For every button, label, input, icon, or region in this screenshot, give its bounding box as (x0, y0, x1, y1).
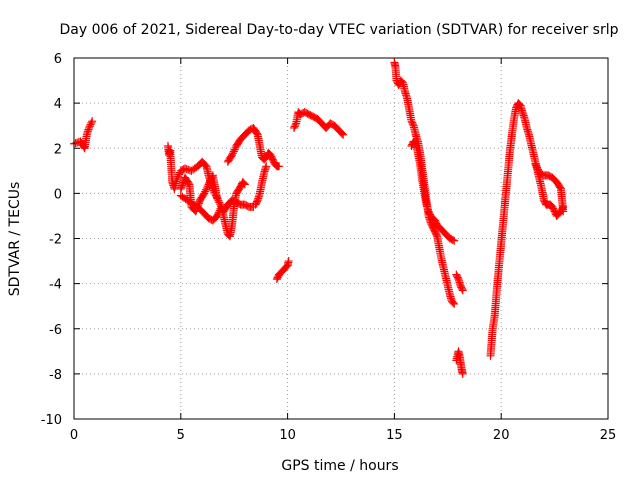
data-point-arc-5 (229, 147, 238, 156)
data-point-arc-8 (339, 130, 348, 139)
data-point-arc-14 (559, 207, 568, 216)
y-tick-label: 2 (54, 142, 62, 157)
data-point-arc-11 (458, 284, 467, 293)
data-point-arc-9 (432, 230, 441, 239)
data-point-arc-4 (201, 187, 210, 196)
x-tick-label: 10 (279, 428, 296, 443)
x-tick-label: 15 (386, 428, 403, 443)
data-point-arc-10 (448, 236, 457, 245)
data-point-arc-14 (532, 161, 541, 170)
data-point-arc-1 (85, 122, 94, 131)
y-tick-label: 0 (54, 187, 62, 202)
data-point-arc-4 (213, 193, 222, 202)
y-tick-label: 4 (54, 97, 62, 112)
data-point-arc-5 (228, 149, 237, 158)
data-point-arc-2 (173, 174, 182, 183)
data-point-arc-9 (408, 120, 417, 129)
data-point-arc-8 (291, 120, 300, 129)
data-point-arc-4 (202, 183, 211, 192)
x-tick-label: 5 (177, 428, 185, 443)
data-point-arc-1 (87, 118, 96, 127)
data-point-arc-4 (203, 182, 212, 191)
data-point-arc-5 (228, 151, 237, 160)
x-tick-label: 25 (600, 428, 617, 443)
x-axis-label: GPS time / hours (281, 458, 398, 474)
data-point-arc-2 (175, 170, 184, 179)
data-point-arc-2 (215, 198, 224, 207)
data-point-arc-9 (450, 299, 459, 308)
data-point-arc-4 (200, 189, 209, 198)
y-tick-label: -6 (49, 323, 62, 338)
y-tick-label: -4 (49, 278, 62, 293)
data-point-arc-14 (531, 160, 540, 169)
grid (74, 58, 608, 419)
data-point-arc-8 (338, 129, 347, 138)
data-point-arc-1 (84, 123, 93, 132)
data-point-arc-1 (86, 120, 95, 129)
data-point-arc-3 (239, 179, 248, 188)
plot-frame (73, 57, 609, 420)
data-point-arc-9 (449, 298, 458, 307)
y-tick-label: -2 (49, 233, 62, 248)
y-axis-label: SDTVAR / TECUs (7, 182, 23, 297)
data-point-arc-14 (533, 165, 542, 174)
data-point-arc-11 (458, 286, 467, 295)
data-point-arc-10 (450, 236, 459, 245)
data-point-arc-12 (458, 369, 467, 378)
data-point-arc-1 (88, 117, 97, 126)
data-point-arc-2 (174, 172, 183, 181)
data-point-arc-2 (172, 175, 181, 184)
data-point-arc-7 (284, 257, 293, 266)
data-point-arc-3 (240, 180, 249, 189)
data-point-arc-5 (275, 162, 284, 171)
axis-ticks: 0 5 10 15 20 25 -10 -8 -6 -4 -2 0 2 4 6 (41, 52, 617, 443)
chart-title: Day 006 of 2021, Sidereal Day-to-day VTE… (59, 22, 618, 38)
data-points (70, 58, 568, 378)
data-point-arc-4 (202, 185, 211, 194)
y-tick-label: -8 (49, 368, 62, 383)
data-point-arc-6 (262, 162, 271, 171)
y-tick-label: -10 (41, 413, 62, 428)
x-tick-label: 0 (70, 428, 78, 443)
y-tick-label: 6 (54, 52, 62, 67)
x-tick-label: 20 (493, 428, 510, 443)
data-point-arc-5 (230, 145, 239, 154)
data-point-arc-14 (533, 163, 542, 172)
